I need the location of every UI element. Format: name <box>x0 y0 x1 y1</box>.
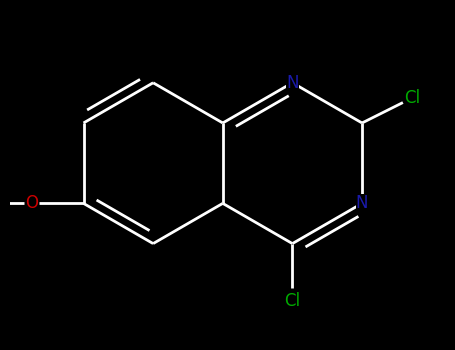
Text: N: N <box>286 74 298 92</box>
Text: Cl: Cl <box>404 89 420 107</box>
Text: Cl: Cl <box>284 292 300 310</box>
Text: N: N <box>356 194 368 212</box>
Text: O: O <box>25 194 38 212</box>
